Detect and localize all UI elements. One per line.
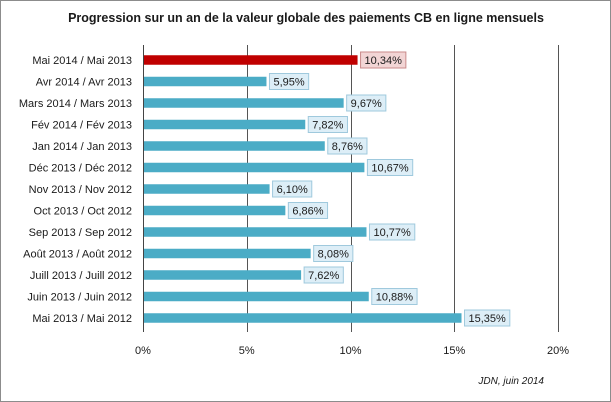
bar xyxy=(144,313,462,323)
data-label-text: 10,34% xyxy=(365,55,403,67)
category-label: Mars 2014 / Mars 2013 xyxy=(19,98,132,110)
data-label: 8,08% xyxy=(313,245,354,262)
data-label-text: 7,82% xyxy=(312,120,343,132)
bar xyxy=(144,76,267,87)
category-label: Sep 2013 / Sep 2012 xyxy=(29,227,132,239)
data-label: 7,82% xyxy=(307,116,348,133)
data-label-box xyxy=(307,116,348,133)
category-label: Mai 2013 / Mai 2012 xyxy=(32,313,132,325)
data-label: 6,10% xyxy=(272,180,313,198)
category-label: Mai 2014 / Mai 2013 xyxy=(32,55,132,67)
data-label: 10,34% xyxy=(360,51,407,69)
x-axis-ticks: 0% 5% 10% 15% 20% xyxy=(135,345,569,357)
bar xyxy=(144,227,367,237)
bar xyxy=(144,248,311,259)
data-label-text: 15,35% xyxy=(469,313,507,325)
category-labels: Mai 2014 / Mai 2013 Avr 2014 / Avr 2013 Ma… xyxy=(19,55,132,325)
x-tick-label: 15% xyxy=(443,345,465,357)
x-tick-label: 5% xyxy=(239,345,255,357)
category-label: Nov 2013 / Nov 2012 xyxy=(29,184,132,196)
category-label: Avr 2014 / Avr 2013 xyxy=(36,77,132,89)
bar xyxy=(144,55,358,65)
data-labels: 10,34% 5,95% 9,67% 7,82% 8,76% 10,67% 6,10% 6,8… xyxy=(268,51,511,327)
data-label: 7,62% xyxy=(303,266,344,284)
data-label-text: 6,86% xyxy=(292,206,323,218)
data-label: 6,86% xyxy=(287,202,329,219)
data-label: 10,67% xyxy=(366,159,414,176)
data-label-box xyxy=(366,159,414,176)
gridlines xyxy=(143,45,559,332)
data-label-box xyxy=(287,202,329,219)
category-label: Juill 2013 / Juill 2012 xyxy=(30,270,132,282)
data-label-box xyxy=(268,73,310,90)
x-tick-label: 10% xyxy=(339,345,361,357)
category-label: Juin 2013 / Juin 2012 xyxy=(27,292,132,304)
chart-title: Progression sur un an de la valeur globa… xyxy=(68,11,544,25)
data-label-text: 7,62% xyxy=(308,270,339,282)
data-label-box xyxy=(371,288,418,305)
data-label-box xyxy=(303,266,344,284)
data-label-text: 5,95% xyxy=(273,77,304,89)
data-label-text: 9,67% xyxy=(351,98,382,110)
data-label-text: 10,77% xyxy=(373,227,411,239)
bar xyxy=(144,98,344,108)
category-label: Déc 2013 / Déc 2012 xyxy=(29,163,132,175)
data-label: 10,88% xyxy=(371,288,418,305)
data-label: 5,95% xyxy=(268,73,310,90)
bars xyxy=(144,55,462,323)
bar xyxy=(144,291,369,302)
data-label-text: 10,88% xyxy=(376,292,414,304)
bar xyxy=(144,141,325,151)
data-label: 10,77% xyxy=(368,223,416,241)
data-label-text: 6,10% xyxy=(277,184,308,196)
category-label: Jan 2014 / Jan 2013 xyxy=(32,141,132,153)
source-note: JDN, juin 2014 xyxy=(477,376,544,387)
data-label: 8,76% xyxy=(327,137,368,155)
bar xyxy=(144,205,286,216)
data-label: 9,67% xyxy=(346,94,387,112)
data-label-box xyxy=(360,51,407,69)
data-label-box xyxy=(313,245,354,262)
data-label-text: 8,76% xyxy=(332,141,363,153)
bar xyxy=(144,184,270,194)
bar xyxy=(144,162,365,173)
data-label-box xyxy=(272,180,313,198)
data-label-text: 8,08% xyxy=(318,249,349,261)
category-label: Fév 2014 / Fév 2013 xyxy=(31,120,132,132)
x-tick-label: 0% xyxy=(135,345,151,357)
data-label-box xyxy=(327,137,368,155)
data-label-box xyxy=(346,94,387,112)
category-label: Oct 2013 / Oct 2012 xyxy=(34,206,132,218)
bar xyxy=(144,119,306,130)
x-tick-label: 20% xyxy=(547,345,569,357)
bar xyxy=(144,270,302,280)
category-label: Août 2013 / Août 2012 xyxy=(23,249,132,261)
data-label: 15,35% xyxy=(464,309,511,327)
data-label-box xyxy=(368,223,416,241)
data-label-box xyxy=(464,309,511,327)
data-label-text: 10,67% xyxy=(371,163,409,175)
